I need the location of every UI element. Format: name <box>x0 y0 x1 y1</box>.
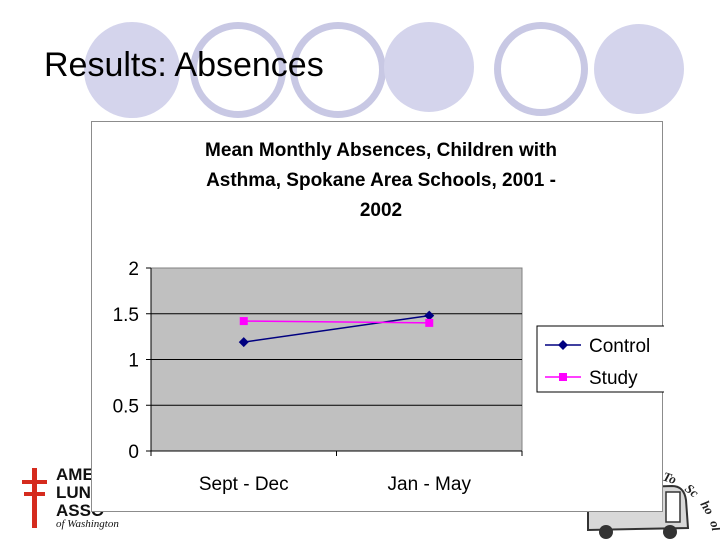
decorative-circle <box>384 22 474 112</box>
control-data-point <box>238 337 249 348</box>
svg-text:ho: ho <box>697 498 717 518</box>
decorative-circle <box>84 22 180 118</box>
logo-word: AME <box>56 465 94 484</box>
y-tick-label: 1.5 <box>113 305 139 326</box>
slide-title: Results: Absences <box>44 46 324 84</box>
y-tick-label: 2 <box>128 259 139 280</box>
study-series-line <box>243 320 430 324</box>
x-tick-label: Jan - May <box>388 474 472 495</box>
legend-marker-study <box>559 373 567 381</box>
y-tick-label: 1 <box>128 351 139 372</box>
legend-label-control: Control <box>589 336 650 357</box>
decorative-circle <box>594 24 684 114</box>
svg-text:ol: ol <box>707 519 720 533</box>
control-series-line <box>243 314 430 343</box>
decorative-circle <box>290 22 386 118</box>
legend-label-study: Study <box>589 368 638 389</box>
svg-text:To: To <box>661 469 679 488</box>
line-chart: 0 0.5 1 1.5 2 Sept - Dec Jan - May Control Study <box>113 259 664 495</box>
chart-title-line-1: Mean Monthly Absences, Children with <box>205 140 557 161</box>
logo-word: LUN <box>56 483 91 502</box>
study-data-point <box>425 318 434 327</box>
control-data-point <box>424 310 435 321</box>
chart-title-line-2: Asthma, Spokane Area Schools, 2001 - <box>206 170 556 191</box>
decorative-circle <box>494 22 588 116</box>
chart-title-line-3: 2002 <box>359 200 403 221</box>
lung-association-logo: AME LUN ASSO of Washington <box>20 464 210 536</box>
legend-box <box>536 325 664 393</box>
decorative-circle <box>190 22 286 118</box>
double-cross-icon <box>22 468 47 528</box>
logo-subtitle: of Washington <box>56 518 119 530</box>
y-tick-label: 0 <box>128 442 139 463</box>
y-tick-label: 0.5 <box>113 396 139 417</box>
chart-container: Mean Monthly Absences, Children with Ast… <box>91 121 664 512</box>
legend-marker-control <box>558 340 568 350</box>
x-tick-label: Sept - Dec <box>199 474 289 495</box>
study-data-point <box>239 317 248 326</box>
